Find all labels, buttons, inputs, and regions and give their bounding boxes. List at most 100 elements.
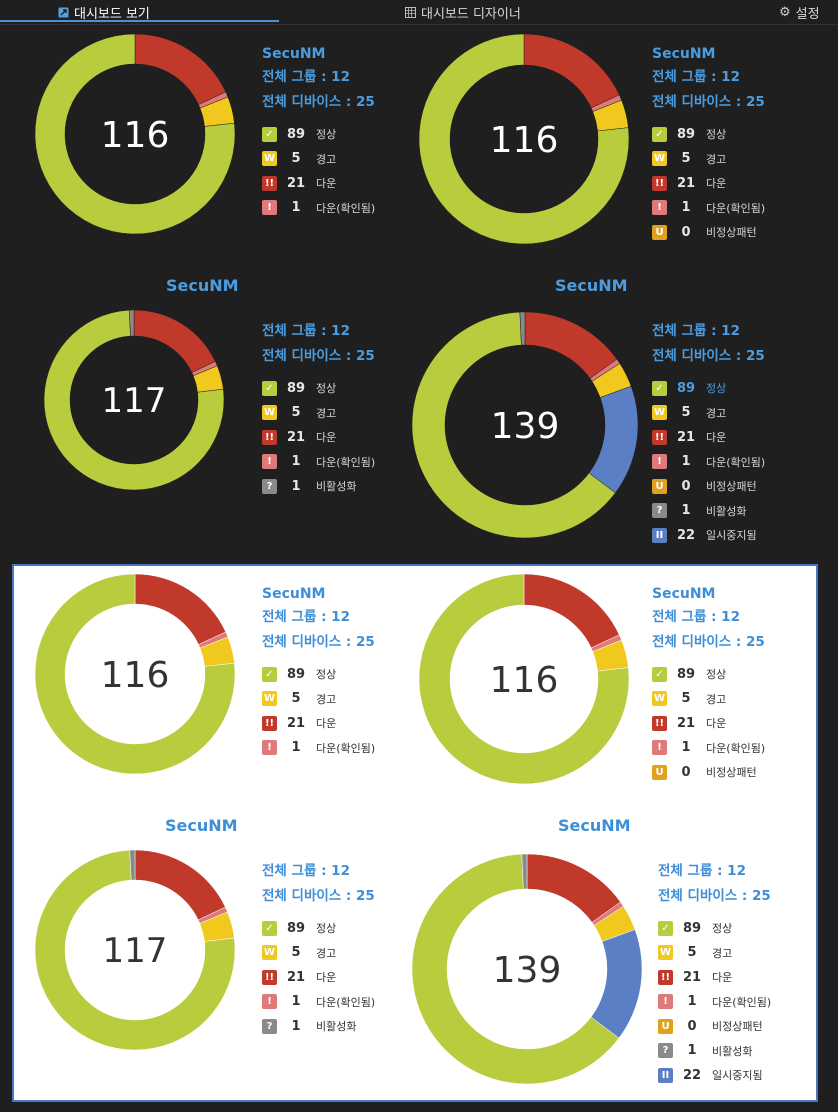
legend-label: 다운	[706, 177, 727, 191]
legend-row-normal[interactable]: ✓ 89 정상	[652, 376, 765, 401]
legend-count: 22	[682, 1067, 702, 1083]
legend-label: 비정상패턴	[706, 766, 757, 780]
legend-row-normal[interactable]: ✓ 89 정상	[262, 122, 375, 147]
widget-title: SecuNM	[262, 46, 326, 62]
legend-row-down[interactable]: !! 21 다운	[652, 425, 765, 450]
legend-row-down-ack[interactable]: ! 1 다운(확인됨)	[262, 196, 375, 221]
widget-title: SecuNM	[262, 586, 326, 602]
donut-hole	[447, 889, 607, 1049]
legend-row-paused[interactable]: II 22 일시중지됨	[652, 523, 765, 548]
tab-dashboard-designer[interactable]: 대시보드 디자이너	[405, 3, 521, 22]
legend-row-down[interactable]: !! 21 다운	[262, 711, 375, 736]
legend-label: 비활성화	[712, 1044, 753, 1058]
legend-row-inactive[interactable]: ? 1 비활성화	[262, 474, 375, 499]
legend-row-normal[interactable]: ✓ 89 정상	[658, 916, 771, 941]
donut-hole	[445, 345, 605, 505]
legend-label: 정상	[316, 382, 337, 396]
designer-grid-icon	[405, 7, 416, 18]
total-devices: 전체 디바이스 : 25	[262, 634, 375, 650]
legend-row-down-ack[interactable]: ! 1 다운(확인됨)	[652, 196, 765, 221]
legend-row-warning[interactable]: W 5 경고	[652, 147, 765, 172]
legend-label: 다운(확인됨)	[712, 995, 772, 1009]
legend-row-normal[interactable]: ✓ 89 정상	[262, 376, 375, 401]
warning-icon: W	[652, 691, 667, 707]
legend-row-normal[interactable]: ✓ 89 정상	[262, 662, 375, 687]
legend-row-down[interactable]: !! 21 다운	[262, 425, 375, 450]
legend-count: 21	[286, 175, 306, 191]
legend-row-down-ack[interactable]: ! 1 다운(확인됨)	[262, 736, 375, 761]
total-devices: 전체 디바이스 : 25	[652, 94, 765, 110]
legend-row-down-ack[interactable]: ! 1 다운(확인됨)	[262, 990, 375, 1015]
tab-dashboard-view[interactable]: 대시보드 보기	[58, 3, 150, 22]
legend-row-down[interactable]: !! 21 다운	[652, 711, 765, 736]
total-groups: 전체 그룹 : 12	[262, 69, 350, 85]
dashboard-view-icon	[58, 7, 69, 18]
tab-label: 대시보드 디자이너	[421, 7, 521, 22]
legend-row-abnormal[interactable]: U 0 비정상패턴	[652, 760, 765, 785]
abnormal-pattern-icon: U	[652, 478, 667, 494]
legend-row-normal[interactable]: ✓ 89 정상	[652, 662, 765, 687]
legend-label: 다운(확인됨)	[706, 455, 766, 469]
legend-label: 경고	[706, 152, 727, 166]
legend-label: 비정상패턴	[712, 1020, 763, 1034]
legend-row-warning[interactable]: W 5 경고	[262, 941, 375, 966]
total-devices: 전체 디바이스 : 25	[652, 634, 765, 650]
legend-label: 정상	[706, 128, 727, 142]
legend-row-down[interactable]: !! 21 다운	[658, 965, 771, 990]
legend-row-inactive[interactable]: ? 1 비활성화	[652, 499, 765, 524]
tab-settings[interactable]: ⚙ 설정	[779, 3, 820, 22]
legend-row-inactive[interactable]: ? 1 비활성화	[262, 1014, 375, 1039]
down-acknowledged-icon: !	[262, 740, 277, 756]
legend-row-down-ack[interactable]: ! 1 다운(확인됨)	[658, 990, 771, 1015]
legend-row-inactive[interactable]: ? 1 비활성화	[658, 1039, 771, 1064]
active-tab-indicator	[0, 20, 279, 22]
legend-count: 89	[676, 666, 696, 682]
legend-row-abnormal[interactable]: U 0 비정상패턴	[652, 220, 765, 245]
legend-label: 다운	[316, 177, 337, 191]
legend-count: 1	[681, 503, 691, 519]
legend-row-down[interactable]: !! 21 다운	[652, 171, 765, 196]
legend-row-warning[interactable]: W 5 경고	[262, 687, 375, 712]
legend-row-normal[interactable]: ✓ 89 정상	[652, 122, 765, 147]
legend-label: 경고	[316, 152, 337, 166]
legend-row-down-ack[interactable]: ! 1 다운(확인됨)	[652, 450, 765, 475]
legend-label: 정상	[316, 922, 337, 936]
total-devices: 전체 디바이스 : 25	[658, 888, 771, 904]
donut-slice-normal[interactable]	[412, 312, 616, 538]
warning-icon: W	[652, 151, 667, 167]
legend-row-abnormal[interactable]: U 0 비정상패턴	[658, 1014, 771, 1039]
down-icon: !!	[262, 429, 277, 445]
legend-count: 0	[687, 1018, 697, 1034]
legend-row-down[interactable]: !! 21 다운	[262, 171, 375, 196]
abnormal-pattern-icon: U	[652, 764, 667, 780]
widget-info: SecuNM 전체 그룹 : 12 전체 디바이스 : 25 ✓ 89 정상 W 5 경고!! 2…	[262, 584, 375, 760]
legend-label: 비활성화	[706, 504, 747, 518]
donut-svg: 116	[419, 574, 629, 784]
widget-title: SecuNM	[652, 46, 716, 62]
legend-row-warning[interactable]: W 5 경고	[658, 941, 771, 966]
legend-count: 5	[291, 945, 301, 961]
legend-row-warning[interactable]: W 5 경고	[262, 401, 375, 426]
legend-row-paused[interactable]: II 22 일시중지됨	[658, 1063, 771, 1088]
legend-label: 경고	[706, 692, 727, 706]
legend-row-down-ack[interactable]: ! 1 다운(확인됨)	[652, 736, 765, 761]
widget-info: 전체 그룹 : 12 전체 디바이스 : 25 ✓ 89 정상 W 5 경고!! 21 다운! 1 다…	[262, 320, 375, 499]
legend-row-down[interactable]: !! 21 다운	[262, 965, 375, 990]
legend-row-abnormal[interactable]: U 0 비정상패턴	[652, 474, 765, 499]
total-groups: 전체 그룹 : 12	[262, 863, 350, 879]
total-devices: 전체 디바이스 : 25	[262, 348, 375, 364]
legend-row-warning[interactable]: W 5 경고	[652, 401, 765, 426]
total-count: 116	[490, 660, 559, 701]
inactive-icon: ?	[262, 478, 277, 494]
legend-row-warning[interactable]: W 5 경고	[652, 687, 765, 712]
legend-count: 1	[681, 740, 691, 756]
legend-row-warning[interactable]: W 5 경고	[262, 147, 375, 172]
donut-hole	[65, 604, 205, 744]
warning-icon: W	[262, 405, 277, 421]
legend-row-down-ack[interactable]: ! 1 다운(확인됨)	[262, 450, 375, 475]
legend-count: 21	[286, 429, 306, 445]
donut-slice-normal[interactable]	[412, 854, 620, 1084]
total-devices: 전체 디바이스 : 25	[262, 888, 375, 904]
legend-row-normal[interactable]: ✓ 89 정상	[262, 916, 375, 941]
legend-count: 1	[291, 454, 301, 470]
